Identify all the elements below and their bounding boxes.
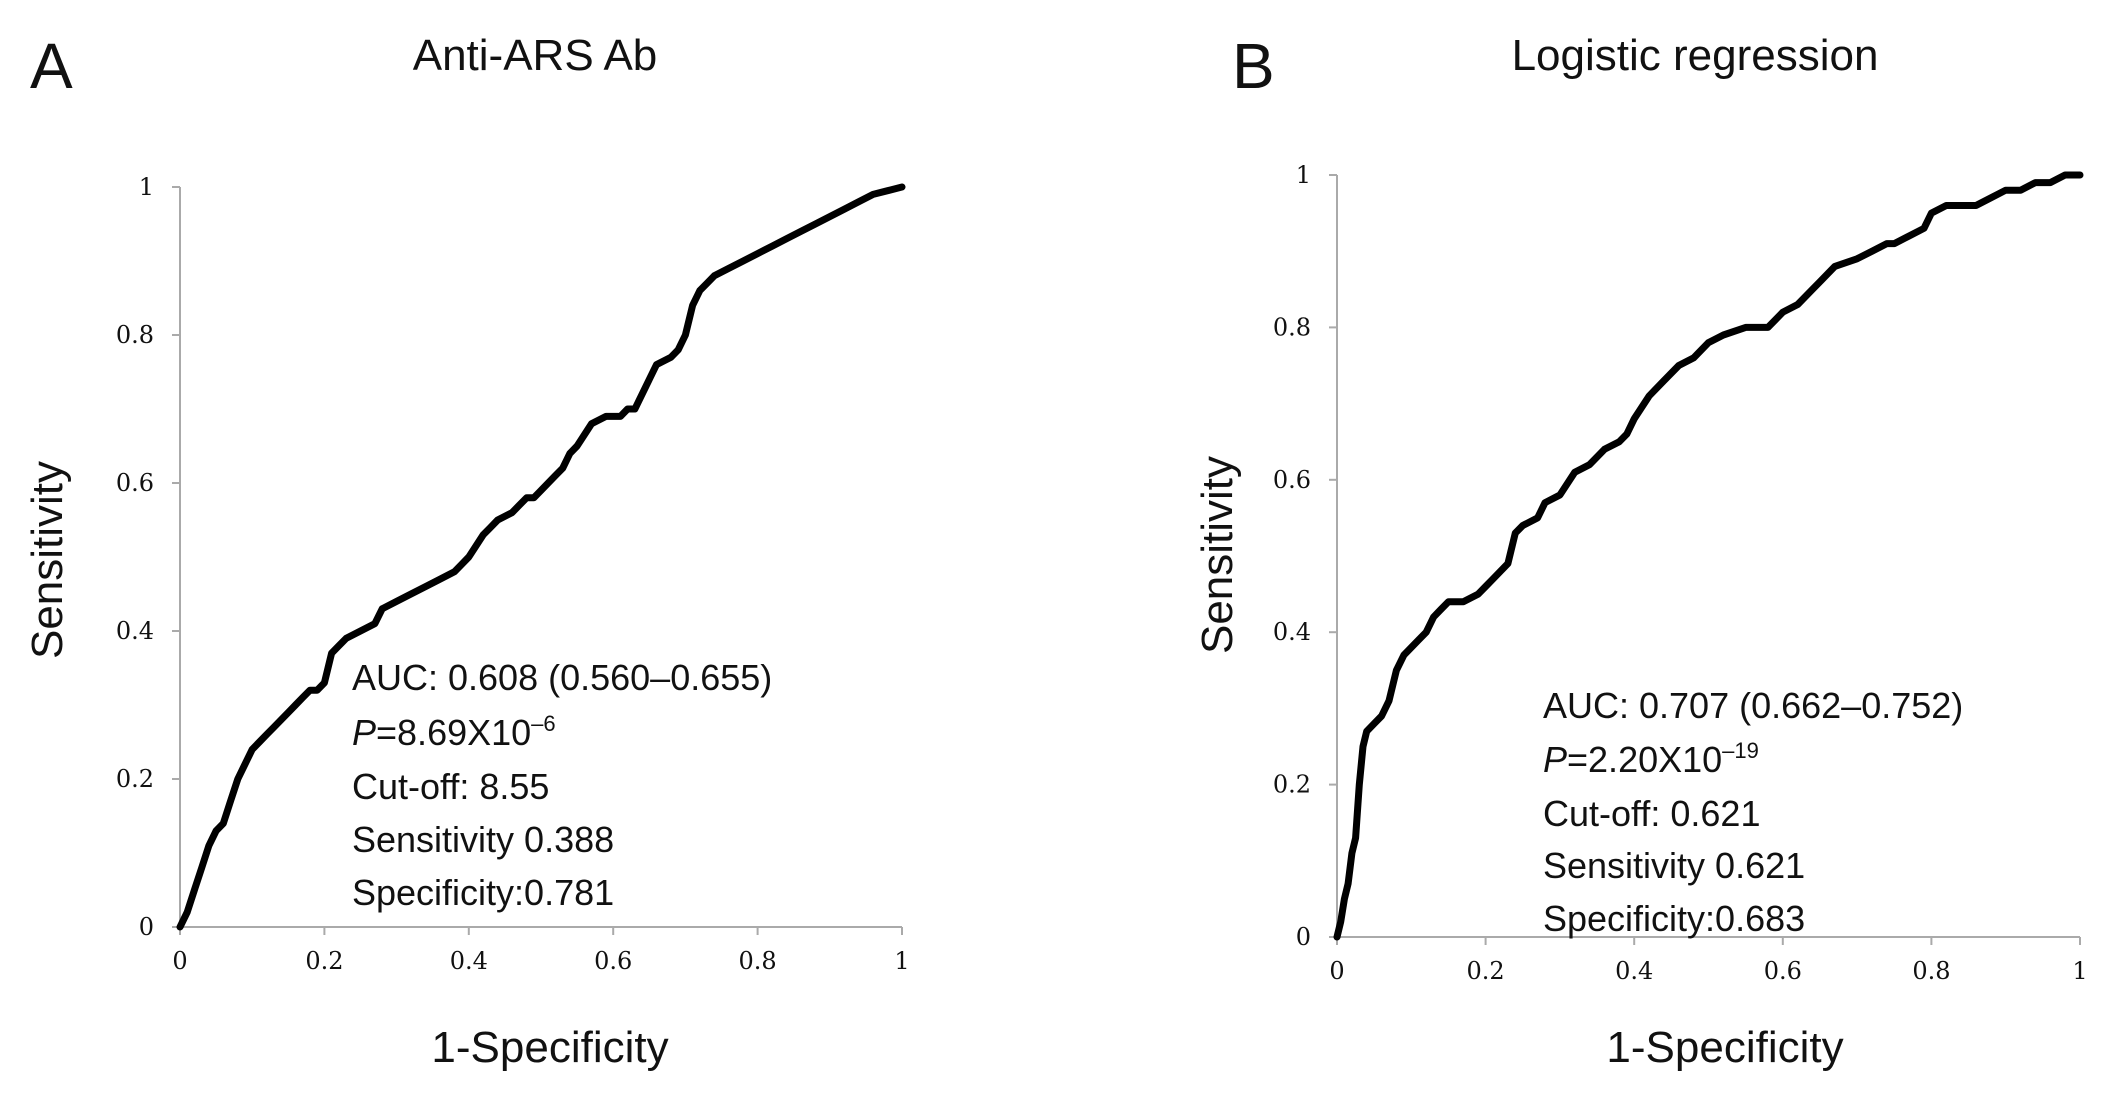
- panel-b-y-tick-label: 1: [1296, 161, 1311, 189]
- panel-b-axes: [1336, 175, 2080, 938]
- panel-a-y-axis-label: Sensitivity: [23, 461, 72, 659]
- panel-a-roc-curve: [176, 183, 906, 931]
- panel-b-y-tick-label: 0.4: [1273, 618, 1311, 646]
- panel-b-x-tick-label: 0.4: [1615, 957, 1653, 985]
- panel-b-stats-box: AUC: 0.707 (0.662–0.752) P=2.20X10–19 Cu…: [1543, 685, 1963, 939]
- panel-b-y-tick-label: 0.6: [1273, 466, 1311, 494]
- panel-a-x-tick-label: 0.6: [594, 947, 632, 975]
- panel-a-p-value: =8.69X10: [376, 712, 531, 753]
- panel-a-x-tick-label: 0: [172, 947, 187, 975]
- panel-b-y-tick-label: 0: [1296, 923, 1311, 951]
- panel-a-p-exponent: –6: [531, 711, 555, 736]
- panel-a-y-tick-label: 0.2: [116, 765, 154, 793]
- panel-a-x-tick-label: 0.2: [305, 947, 343, 975]
- panel-b-p-value-text: P=2.20X10–19: [1543, 738, 1759, 780]
- panel-b-ticks: 0 0.2 0.4 0.6 0.8 1 0 0.2 0.4 0.6 0.8 1: [1273, 161, 2088, 985]
- panel-a-x-tick-label: 1: [894, 947, 909, 975]
- panel-a-sensitivity-text: Sensitivity 0.388: [352, 819, 614, 860]
- panel-a-title: Anti-ARS Ab: [413, 31, 658, 80]
- panel-a-y-tick-label: 0.8: [116, 321, 154, 349]
- panel-a-y-tick-label: 0: [139, 913, 154, 941]
- panel-a: A Anti-ARS Ab 1-Specificity Sensitivity …: [23, 30, 910, 1072]
- panel-a-cutoff-text: Cut-off: 8.55: [352, 766, 549, 807]
- panel-b-x-tick-label: 0: [1329, 957, 1344, 985]
- panel-b-x-axis-label: 1-Specificity: [1606, 1023, 1843, 1072]
- panel-b-y-axis-label: Sensitivity: [1193, 456, 1242, 654]
- panel-b-auc-text: AUC: 0.707 (0.662–0.752): [1543, 685, 1963, 726]
- panel-b-x-tick-label: 0.2: [1467, 957, 1505, 985]
- panel-b-y-tick-label: 0.8: [1273, 313, 1311, 341]
- panel-a-auc-text: AUC: 0.608 (0.560–0.655): [352, 657, 772, 698]
- panel-b-x-tick-label: 0.6: [1764, 957, 1802, 985]
- panel-b-p-value: =2.20X10: [1567, 739, 1722, 780]
- panel-b-title: Logistic regression: [1512, 31, 1879, 80]
- panel-b-specificity-text: Specificity:0.683: [1543, 898, 1805, 939]
- panel-b-letter: B: [1232, 30, 1275, 102]
- panel-a-x-axis-label: 1-Specificity: [431, 1023, 668, 1072]
- panel-b-cutoff-text: Cut-off: 0.621: [1543, 793, 1760, 834]
- panel-a-axes: [179, 187, 902, 928]
- panel-a-p-label: P: [352, 712, 376, 753]
- panel-a-specificity-text: Specificity:0.781: [352, 872, 614, 913]
- panel-b-y-tick-label: 0.2: [1273, 771, 1311, 799]
- panel-a-y-tick-label: 0.6: [116, 469, 154, 497]
- panel-a-y-tick-label: 1: [139, 173, 154, 201]
- panel-b-p-label: P: [1543, 739, 1567, 780]
- panel-b-sensitivity-text: Sensitivity 0.621: [1543, 845, 1805, 886]
- panel-b-p-exponent: –19: [1722, 738, 1759, 763]
- panel-b: B Logistic regression 1-Specificity Sens…: [1193, 30, 2088, 1072]
- panel-b-x-tick-label: 0.8: [1912, 957, 1950, 985]
- panel-b-roc-curve: [1333, 171, 2084, 941]
- panel-a-x-tick-label: 0.8: [739, 947, 777, 975]
- panel-b-x-tick-label: 1: [2072, 957, 2087, 985]
- panel-a-p-value-text: P=8.69X10–6: [352, 711, 556, 753]
- panel-a-x-tick-label: 0.4: [450, 947, 488, 975]
- panel-a-letter: A: [30, 30, 73, 102]
- panel-a-stats-box: AUC: 0.608 (0.560–0.655) P=8.69X10–6 Cut…: [352, 657, 772, 913]
- panel-a-y-tick-label: 0.4: [116, 617, 154, 645]
- panel-a-ticks: 0 0.2 0.4 0.6 0.8 1 0 0.2 0.4 0.6 0.8 1: [116, 173, 910, 975]
